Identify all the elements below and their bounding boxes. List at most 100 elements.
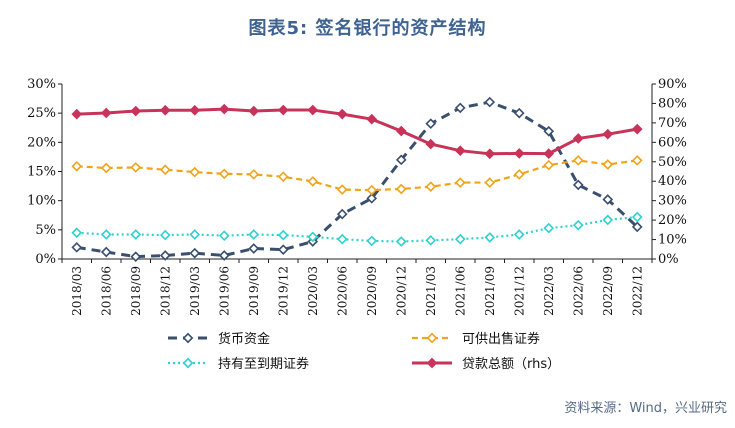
x-tick-label: 2019/03 — [188, 266, 202, 316]
x-tick-label: 2018/06 — [99, 266, 113, 316]
right-tick-label: 20% — [658, 213, 687, 228]
data-point — [425, 118, 437, 129]
right-tick-label: 40% — [658, 174, 687, 189]
data-point — [130, 105, 142, 117]
right-tick-label: 80% — [658, 96, 687, 111]
left-tick-label: 10% — [27, 194, 56, 209]
data-point — [513, 148, 525, 159]
left-tick-label: 0% — [35, 252, 56, 267]
x-tick-label: 2021/06 — [453, 266, 467, 316]
data-point — [572, 179, 584, 191]
data-point — [543, 148, 555, 159]
chart-title: 图表5: 签名银行的资产结构 — [248, 18, 487, 39]
data-point — [454, 233, 466, 245]
series-1 — [71, 155, 643, 196]
data-point — [277, 244, 289, 255]
x-tick-label: 2022/09 — [601, 266, 615, 316]
legend-marker — [426, 332, 438, 344]
legend-item: 货币资金 — [168, 331, 270, 347]
data-point — [572, 133, 584, 144]
x-tick-label: 2020/03 — [306, 266, 320, 316]
x-tick-label: 2018/03 — [70, 266, 84, 316]
legend-item: 持有至到期证券 — [168, 356, 309, 372]
data-point — [395, 154, 407, 166]
series-2 — [71, 211, 643, 247]
legend-item: 贷款总额（rhs） — [412, 357, 560, 372]
x-tick-label: 2021/03 — [424, 266, 438, 316]
data-point — [189, 247, 201, 259]
data-point — [189, 166, 201, 178]
data-point — [484, 96, 496, 108]
legend-item: 可供出售证券 — [412, 331, 540, 347]
data-point — [602, 214, 614, 226]
data-point — [513, 229, 525, 240]
data-point — [425, 235, 437, 246]
data-point — [159, 104, 171, 116]
data-point — [100, 246, 112, 258]
data-point — [71, 160, 83, 172]
data-point — [189, 104, 201, 116]
data-point — [218, 230, 230, 241]
x-tick-label: 2022/12 — [630, 266, 644, 316]
series-line — [76, 215, 638, 243]
x-tick-label: 2018/09 — [129, 266, 143, 316]
data-point — [307, 176, 319, 187]
data-point — [454, 145, 466, 157]
legend-marker — [182, 332, 194, 344]
data-point — [130, 162, 142, 173]
data-point — [631, 211, 643, 223]
legend-marker — [426, 357, 438, 369]
legend-label: 持有至到期证券 — [218, 356, 309, 372]
right-tick-label: 0% — [658, 252, 679, 267]
data-point — [602, 159, 614, 170]
chart-series — [71, 96, 643, 262]
data-point — [425, 181, 437, 192]
data-point — [159, 250, 171, 261]
x-tick-label: 2021/12 — [512, 266, 526, 316]
data-point — [159, 164, 171, 176]
series-0 — [71, 96, 643, 262]
data-point — [307, 104, 319, 116]
data-point — [631, 221, 643, 233]
right-tick-label: 30% — [658, 194, 687, 209]
data-point — [189, 229, 201, 240]
data-point — [277, 229, 289, 241]
data-point — [395, 236, 407, 247]
series-line — [76, 100, 639, 259]
x-tick-label: 2020/06 — [335, 266, 349, 316]
series-3 — [71, 103, 643, 160]
data-point — [631, 155, 643, 166]
data-point — [572, 155, 584, 166]
data-point — [336, 208, 348, 220]
data-point — [572, 219, 584, 231]
right-tick-label: 10% — [658, 233, 687, 248]
legend-marker — [182, 357, 194, 369]
data-point — [71, 227, 83, 239]
x-tick-label: 2019/09 — [247, 266, 261, 316]
data-point — [366, 113, 378, 125]
data-point — [513, 169, 525, 180]
data-point — [336, 108, 348, 120]
right-tick-label: 50% — [658, 155, 687, 170]
chart-axes: 0% 5% 10% 15% 20% 25% 30% 0% 10% 20% 30% 40% 50% 60% 7… — [27, 77, 687, 316]
x-tick-label: 2019/12 — [276, 266, 290, 316]
left-tick-label: 5% — [35, 223, 56, 238]
data-point — [543, 125, 555, 137]
left-tick-label: 25% — [27, 106, 56, 121]
x-tick-label: 2022/03 — [542, 266, 556, 316]
data-point — [366, 193, 378, 204]
data-point — [454, 177, 466, 188]
data-point — [130, 229, 142, 240]
data-point — [277, 171, 289, 183]
data-point — [513, 107, 525, 119]
data-point — [218, 103, 230, 115]
data-point — [631, 123, 643, 135]
data-point — [543, 159, 555, 171]
right-tick-label: 70% — [658, 116, 687, 131]
legend-label: 可供出售证券 — [462, 331, 540, 347]
data-point — [100, 229, 112, 240]
data-point — [248, 243, 260, 254]
legend-label: 货币资金 — [218, 331, 270, 347]
data-point — [425, 138, 437, 150]
